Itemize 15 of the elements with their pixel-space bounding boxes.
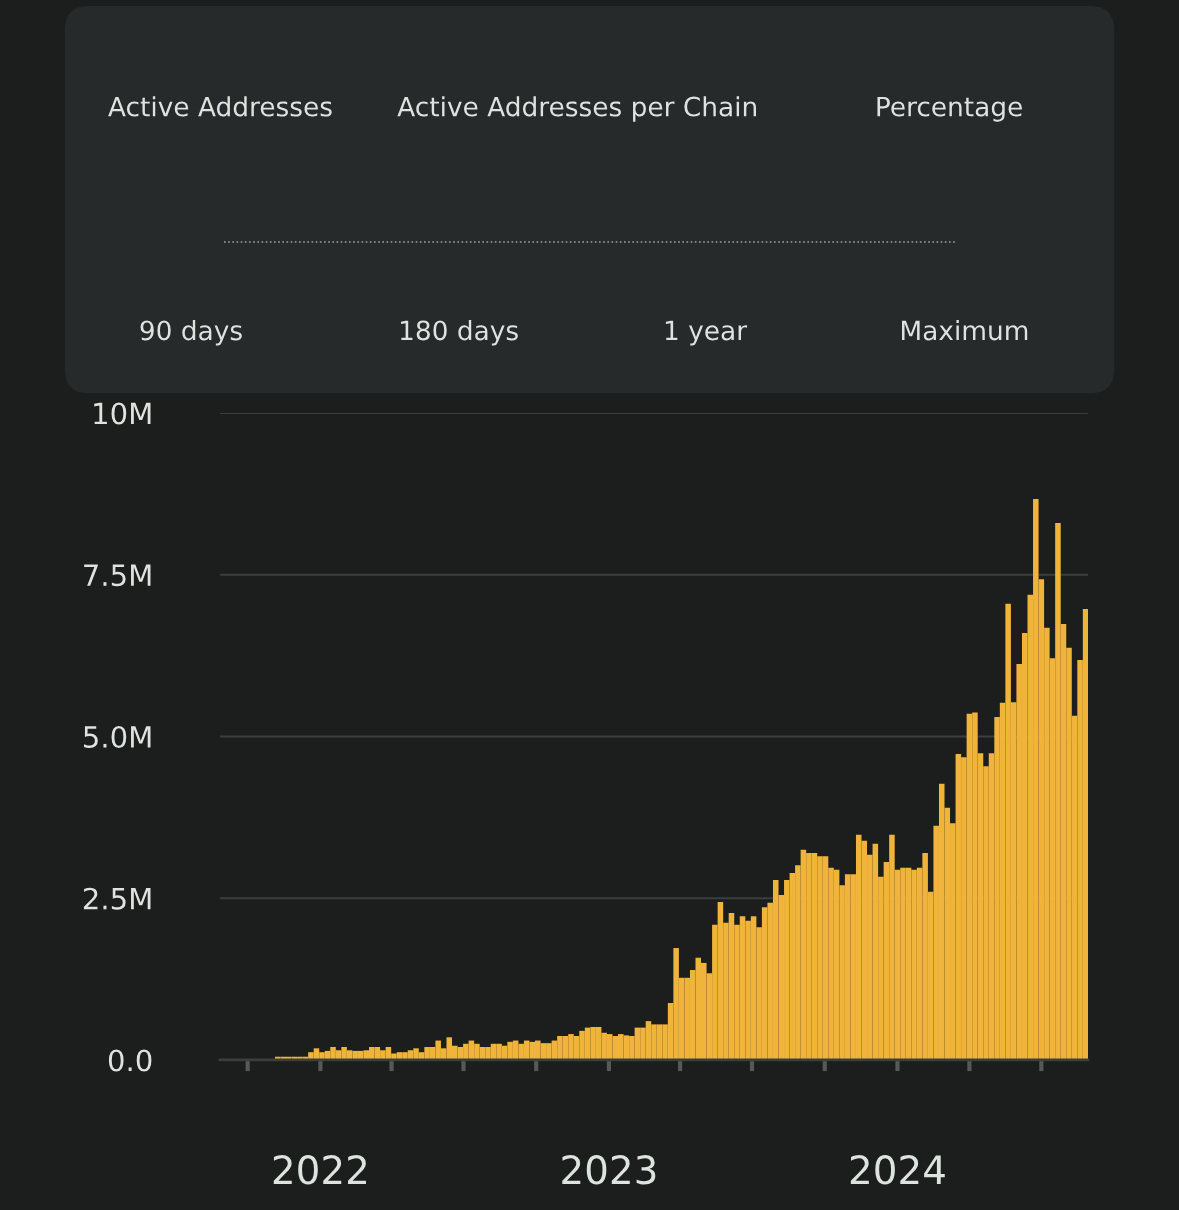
x-tick-label: 2023 [562,1155,656,1185]
x-tick-label: 2022 [273,1155,366,1185]
text: Maximum [902,319,1028,341]
text: 180 days [401,319,518,346]
y-tick-label: 7.5M [84,564,151,587]
y-tick-label: 5.0M [84,725,151,748]
text: Active Addresses per Chain [397,96,757,122]
text: Active Addresses [108,96,332,117]
text: 90 days [140,319,242,346]
text: Percentage [877,96,1022,122]
y-tick-label: 0.0 [108,1049,152,1072]
x-tick-label: 2024 [850,1155,945,1185]
y-tick-label: 2.5M [83,887,151,910]
y-tick-label: 10M [94,402,151,425]
text: 1 year [665,320,748,346]
